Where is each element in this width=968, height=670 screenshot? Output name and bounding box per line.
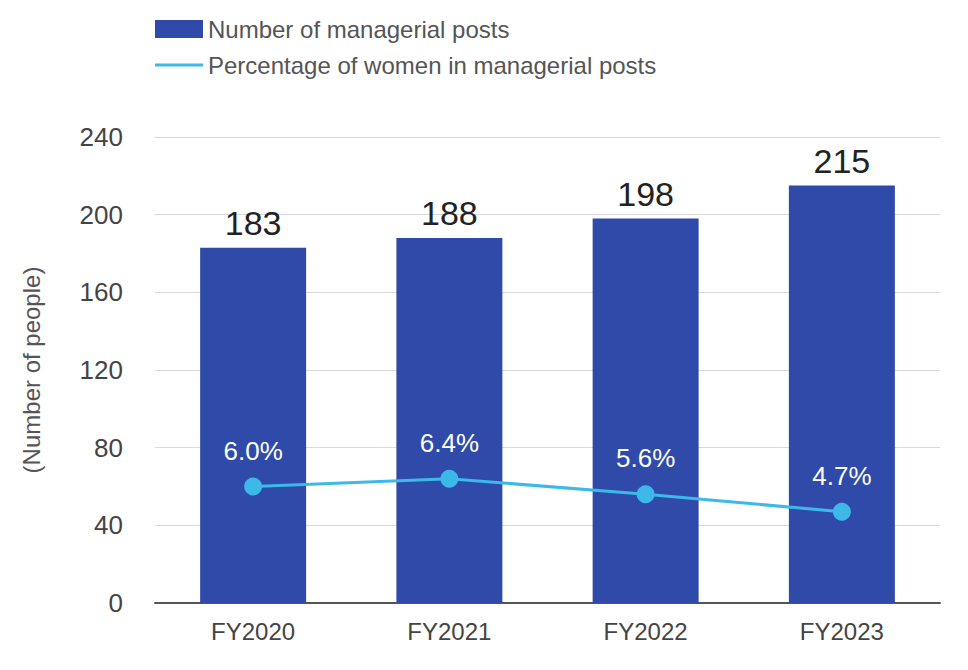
svg-text:80: 80 [94, 433, 123, 463]
svg-text:FY2022: FY2022 [604, 618, 688, 645]
svg-text:Percentage of women in manager: Percentage of women in managerial posts [208, 52, 656, 79]
svg-text:6.0%: 6.0% [223, 436, 282, 466]
svg-text:FY2023: FY2023 [800, 618, 884, 645]
svg-text:200: 200 [80, 200, 123, 230]
svg-text:198: 198 [617, 175, 674, 213]
svg-text:0: 0 [109, 588, 123, 618]
svg-text:160: 160 [80, 277, 123, 307]
svg-text:120: 120 [80, 355, 123, 385]
svg-text:FY2021: FY2021 [407, 618, 491, 645]
svg-text:40: 40 [94, 510, 123, 540]
svg-text:5.6%: 5.6% [616, 443, 675, 473]
svg-text:Number of managerial posts: Number of managerial posts [208, 16, 509, 43]
svg-text:(Number of people): (Number of people) [18, 267, 45, 474]
svg-text:6.4%: 6.4% [420, 428, 479, 458]
svg-text:188: 188 [421, 194, 478, 232]
svg-text:183: 183 [225, 204, 282, 242]
svg-text:215: 215 [814, 142, 871, 180]
svg-text:FY2020: FY2020 [211, 618, 295, 645]
svg-text:4.7%: 4.7% [812, 461, 871, 491]
svg-text:240: 240 [80, 122, 123, 152]
